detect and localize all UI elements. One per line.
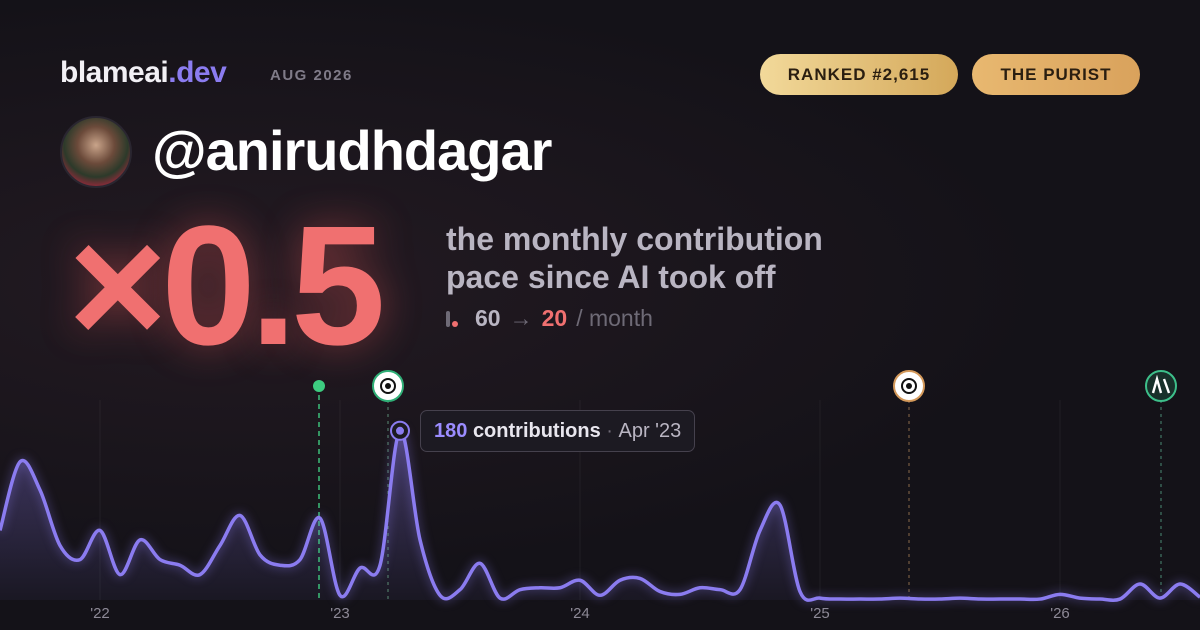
pace: 60 → 20 / month <box>446 305 653 332</box>
tooltip-value: 180 <box>434 420 468 442</box>
pace-arrow: → <box>509 305 533 331</box>
tooltip-unit: contributions <box>472 420 601 442</box>
avatar <box>60 116 132 188</box>
openai-icon <box>372 370 404 402</box>
events <box>313 370 1177 600</box>
brand-name: blameai <box>60 56 169 89</box>
openai-icon <box>893 370 925 402</box>
caption-line: pace since AI took off <box>446 259 776 295</box>
chart: '22 '23 '24 '25 '26 <box>0 370 1200 622</box>
title-badge: THE PURIST <box>972 54 1140 95</box>
caption-line: the monthly contribution <box>446 221 823 257</box>
x-tick-label: '25 <box>810 605 830 622</box>
area <box>0 430 1200 601</box>
pace-unit: / month <box>576 305 653 331</box>
pace-to: 20 <box>541 305 568 331</box>
event-dot <box>313 380 325 392</box>
x-tick-label: '24 <box>570 605 590 622</box>
date: AUG 2026 <box>270 67 353 84</box>
pace-from: 60 <box>475 305 501 331</box>
hover-dot <box>396 426 404 435</box>
brand: blameai.dev <box>60 56 227 90</box>
brand-tld: .dev <box>168 56 227 89</box>
line <box>0 429 1200 602</box>
x-tick-label: '26 <box>1050 605 1070 622</box>
anthropic-icon <box>1145 370 1177 402</box>
handle: @anirudhdagar <box>152 119 552 182</box>
tooltip-sep: · <box>606 420 613 442</box>
multiplier: ×0.5 <box>68 191 386 381</box>
x-tick-label: '23 <box>330 605 350 622</box>
pace-icon <box>446 310 450 327</box>
rank-badge: RANKED #2,615 <box>760 54 958 95</box>
x-tick-label: '22 <box>90 605 110 622</box>
tooltip-date: Apr '23 <box>618 420 682 442</box>
tooltip: 180 contributions · Apr '23 <box>420 410 696 452</box>
pace-icon <box>452 320 458 327</box>
caption: the monthly contribution pace since AI to… <box>446 220 823 296</box>
